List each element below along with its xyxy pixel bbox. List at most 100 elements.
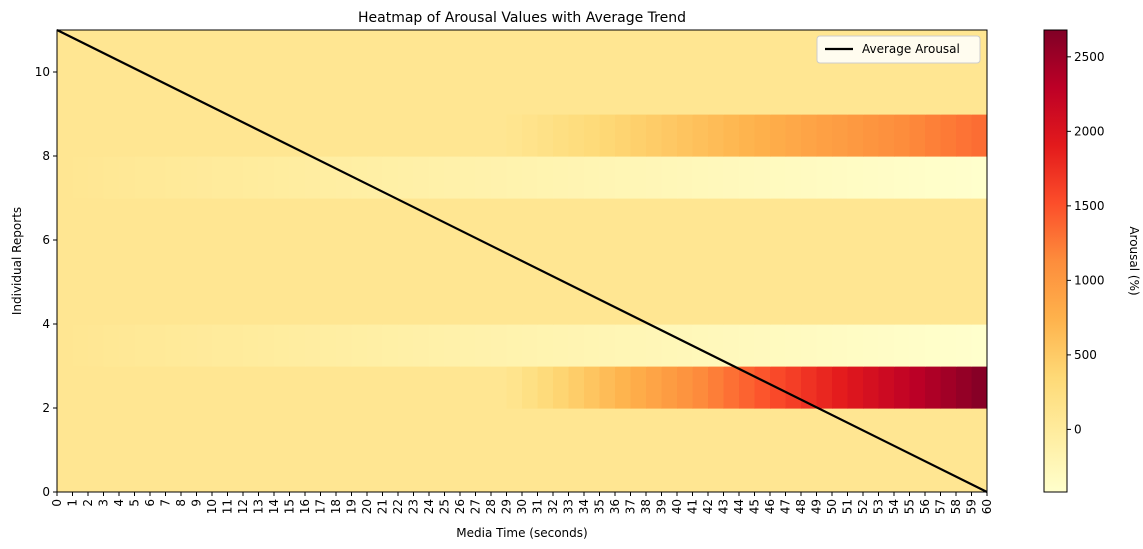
heatmap-cell: [181, 72, 198, 115]
x-tick-label: 13: [252, 499, 266, 514]
heatmap-cell: [398, 198, 415, 241]
heatmap-cell: [460, 408, 477, 451]
heatmap-cell: [475, 450, 492, 492]
heatmap-cell: [506, 114, 523, 157]
heatmap-cell: [925, 198, 942, 241]
heatmap-cell: [351, 72, 368, 115]
heatmap-cell: [677, 408, 694, 451]
heatmap-cell: [429, 240, 446, 283]
heatmap-cell: [382, 198, 399, 241]
heatmap-cell: [553, 324, 570, 367]
heatmap-cell: [847, 72, 864, 115]
heatmap-cell: [956, 408, 973, 451]
x-tick-label: 12: [236, 499, 250, 514]
heatmap-cell: [692, 282, 709, 325]
heatmap-cell: [925, 282, 942, 325]
heatmap-cell: [367, 198, 384, 241]
heatmap-cell: [739, 72, 756, 115]
heatmap-cell: [274, 324, 291, 367]
x-tick-label: 5: [128, 499, 142, 507]
heatmap-cell: [956, 324, 973, 367]
heatmap-cell: [258, 198, 275, 241]
heatmap-cell: [832, 156, 849, 199]
heatmap-cell: [475, 240, 492, 283]
heatmap-cell: [801, 450, 818, 492]
heatmap-cell: [584, 324, 601, 367]
heatmap-cell: [785, 198, 802, 241]
heatmap-cell: [134, 408, 151, 451]
heatmap-cell: [754, 72, 771, 115]
heatmap-cell: [940, 72, 957, 115]
x-tick-label: 29: [500, 499, 514, 514]
heatmap-cell: [444, 240, 461, 283]
heatmap-cell: [723, 198, 740, 241]
heatmap-cell: [212, 240, 229, 283]
heatmap-cell: [243, 450, 260, 492]
heatmap-cell: [661, 366, 678, 409]
heatmap-cell: [506, 324, 523, 367]
heatmap-cell: [258, 408, 275, 451]
heatmap-cell: [274, 240, 291, 283]
heatmap-cell: [119, 408, 136, 451]
heatmap-cell: [708, 156, 725, 199]
heatmap-cell: [320, 282, 337, 325]
heatmap-cell: [181, 114, 198, 157]
heatmap-cell: [522, 30, 539, 73]
heatmap-cell: [770, 72, 787, 115]
heatmap-cell: [351, 114, 368, 157]
heatmap-cell: [785, 114, 802, 157]
heatmap-cell: [599, 240, 616, 283]
heatmap-cell: [475, 408, 492, 451]
heatmap-cell: [274, 198, 291, 241]
heatmap-cell: [475, 72, 492, 115]
heatmap-cell: [956, 240, 973, 283]
heatmap-cell: [460, 450, 477, 492]
heatmap-cell: [770, 282, 787, 325]
heatmap-cell: [615, 72, 632, 115]
heatmap-cell: [475, 366, 492, 409]
x-tick-label: 36: [608, 499, 622, 514]
heatmap-cell: [305, 324, 322, 367]
heatmap-cell: [196, 408, 213, 451]
heatmap-cell: [274, 156, 291, 199]
heatmap-cell: [847, 114, 864, 157]
heatmap-cell: [274, 282, 291, 325]
heatmap-cell: [274, 408, 291, 451]
heatmap-cell: [553, 156, 570, 199]
heatmap-cell: [413, 282, 430, 325]
heatmap-cell: [801, 114, 818, 157]
heatmap-cell: [305, 156, 322, 199]
heatmap-cell: [909, 114, 926, 157]
heatmap-cell: [785, 30, 802, 73]
heatmap-cell: [491, 30, 508, 73]
heatmap-cell: [615, 366, 632, 409]
heatmap-cell: [723, 282, 740, 325]
heatmap-cell: [165, 72, 182, 115]
heatmap-cell: [894, 324, 911, 367]
heatmap-cell: [367, 450, 384, 492]
heatmap-cell: [57, 240, 74, 283]
heatmap-cell: [103, 240, 120, 283]
x-tick-label: 50: [825, 499, 839, 514]
colorbar-tick-label: 2500: [1074, 50, 1105, 64]
heatmap-cell: [103, 450, 120, 492]
heatmap-cell: [289, 324, 306, 367]
heatmap-cell: [568, 408, 585, 451]
x-tick-label: 28: [484, 499, 498, 514]
heatmap-cell: [739, 408, 756, 451]
heatmap-cell: [103, 198, 120, 241]
heatmap-cell: [816, 366, 833, 409]
heatmap-cell: [863, 450, 880, 492]
heatmap-cell: [227, 240, 244, 283]
heatmap-cell: [723, 114, 740, 157]
colorbar-frame: [1043, 29, 1068, 493]
heatmap-cell: [444, 30, 461, 73]
heatmap-cell: [785, 324, 802, 367]
heatmap-cell: [723, 366, 740, 409]
heatmap-cell: [351, 366, 368, 409]
heatmap-cell: [336, 30, 353, 73]
heatmap-cell: [134, 240, 151, 283]
heatmap-cell: [491, 72, 508, 115]
heatmap-cell: [615, 114, 632, 157]
heatmap-cell: [832, 72, 849, 115]
